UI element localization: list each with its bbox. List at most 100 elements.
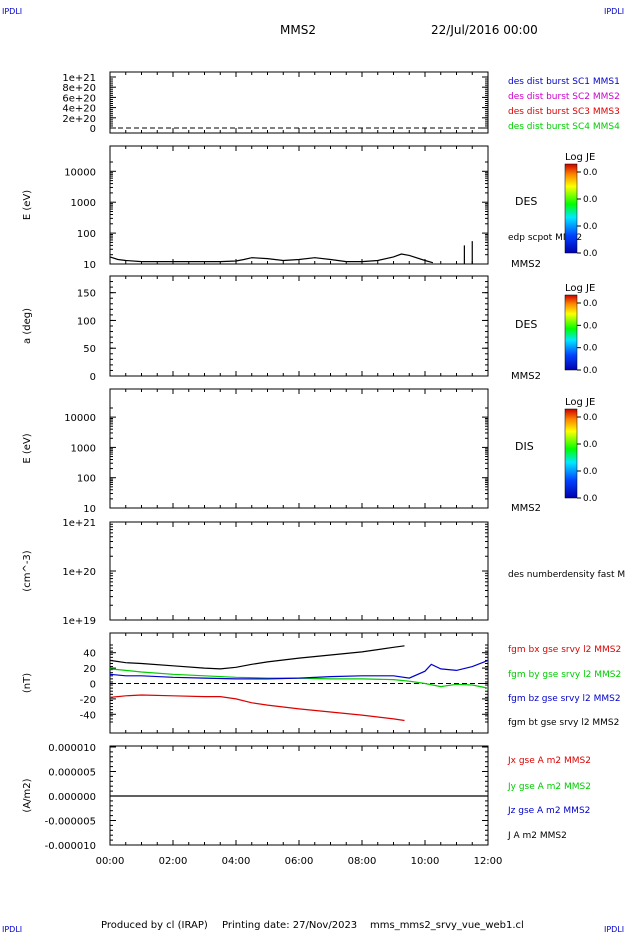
figure-datetime: 22/Jul/2016 00:00 (431, 23, 538, 37)
y-tick-label: 40 (83, 649, 96, 660)
colorbar-tick-label: 0.0 (583, 195, 598, 205)
colorbar-title: Log JE (565, 397, 595, 408)
legend-entry: J A m2 MMS2 (507, 831, 567, 841)
legend-entry: Jy gse A m2 MMS2 (507, 782, 591, 792)
spacecraft-label: MMS2 (511, 371, 541, 382)
panel-current: 0.000010 0.000005 0.000000 -0.000005 -0.0000… (22, 743, 591, 852)
instrument-label: DES (515, 318, 537, 331)
panel-fgm: 40 20 0 -20 -40 (nT) fgm bx gse srvy l2 MMS2 fg… (22, 632, 621, 734)
y-axis-label: (cm^-3) (22, 550, 33, 591)
panel-frame (109, 145, 489, 265)
y-tick-label: 1e+20 (62, 567, 96, 578)
colorbar (564, 408, 578, 499)
instrument-label: DIS (515, 440, 534, 453)
panel-frame (109, 275, 489, 377)
y-axis-label: (A/m2) (22, 778, 33, 812)
colorbar (564, 294, 578, 371)
y-tick-label: 8e+20 (62, 83, 96, 94)
legend-entry: des dist burst SC3 MMS3 (508, 107, 620, 117)
y-tick-label: 20 (83, 664, 96, 675)
instrument-label: DES (515, 195, 537, 208)
legend-entry: Jx gse A m2 MMS2 (507, 756, 591, 766)
spacecraft-label: MMS2 (511, 503, 541, 514)
y-tick-label: 6e+20 (62, 93, 96, 104)
y-tick-label: 1e+19 (62, 616, 96, 627)
x-tick-label: 00:00 (96, 856, 125, 867)
x-tick-label: 04:00 (222, 856, 251, 867)
y-tick-label: 1000 (71, 198, 96, 209)
y-tick-label: 2e+20 (62, 114, 96, 125)
figure-title: MMS2 (280, 23, 316, 37)
series-line-2 (109, 659, 489, 680)
y-tick-label: 0 (90, 372, 96, 383)
y-tick-label: 0.000005 (48, 768, 96, 779)
corner-mark-top-right: IPDLI (604, 7, 624, 16)
colorbar-tick-label: 0.0 (583, 321, 598, 331)
colorbar-tick-label: 0.0 (583, 249, 598, 259)
x-tick-label: 02:00 (159, 856, 188, 867)
colorbar-tick-label: 0.0 (583, 467, 598, 477)
colorbar-tick-label: 0.0 (583, 222, 598, 232)
panel-frame (109, 521, 489, 621)
legend-entry: fgm by gse srvy l2 MMS2 (508, 670, 621, 680)
series-line-1 (109, 668, 489, 689)
y-tick-label: 150 (77, 289, 96, 300)
legend-entry: Jz gse A m2 MMS2 (507, 806, 590, 816)
y-tick-label: 10000 (64, 413, 96, 424)
panel-dis-energy: 10000 1000 100 10 E (eV) DIS MMS2 Log JE 0.0 0.0 0… (22, 388, 598, 515)
x-tick-label: 06:00 (285, 856, 314, 867)
corner-mark-bottom-left: IPDLI (2, 925, 22, 934)
y-tick-label: -20 (80, 695, 96, 706)
y-tick-label: 4e+20 (62, 104, 96, 115)
series-line-3 (109, 645, 405, 670)
legend-entry: des dist burst SC4 MMS4 (508, 122, 620, 132)
legend-entry: des dist burst SC2 MMS2 (508, 92, 620, 102)
panel-density: 1e+21 1e+20 1e+19 (cm^-3) des numberdensity … (22, 518, 625, 627)
colorbar-tick-label: 0.0 (583, 344, 598, 354)
panel-frame (109, 388, 489, 509)
series-label: edp scpot MMS2 (508, 233, 582, 243)
y-tick-label: -0.000010 (45, 841, 96, 852)
colorbar-title: Log JE (565, 283, 595, 294)
footer-produced-by: Produced by cl (IRAP) (101, 920, 208, 931)
y-axis-label: a (deg) (22, 308, 33, 344)
y-tick-label: 100 (77, 474, 96, 485)
panel-frame (109, 71, 489, 134)
y-tick-label: 10 (83, 260, 96, 271)
series-line-0 (109, 694, 405, 722)
colorbar-tick-label: 0.0 (583, 494, 598, 504)
y-tick-label: 100 (77, 316, 96, 327)
y-tick-label: 100 (77, 229, 96, 240)
y-tick-label: 1000 (71, 443, 96, 454)
series-line-0 (109, 253, 434, 264)
y-tick-label: 0 (90, 124, 96, 135)
colorbar-title: Log JE (565, 152, 595, 163)
y-tick-label: 0.000010 (48, 743, 96, 754)
series-label: des numberdensity fast M (508, 570, 625, 580)
panel-des-energy: 10000 1000 100 10 E (eV) edp scpot MMS2 DES MMS… (22, 145, 598, 271)
y-tick-label: 1e+21 (62, 518, 96, 529)
y-tick-label: 0 (90, 680, 96, 691)
colorbar-tick-label: 0.0 (583, 440, 598, 450)
legend-entry: des dist burst SC1 MMS1 (508, 77, 620, 87)
y-tick-label: 10000 (64, 167, 96, 178)
corner-mark-top-left: IPDLI (2, 7, 22, 16)
legend-entry: fgm bx gse srvy l2 MMS2 (508, 645, 621, 655)
colorbar-tick-label: 0.0 (583, 299, 598, 309)
legend-entry: fgm bt gse srvy l2 MMS2 (508, 718, 619, 728)
x-tick-label: 10:00 (411, 856, 440, 867)
y-axis-label: E (eV) (22, 190, 33, 220)
x-tick-label: 08:00 (348, 856, 377, 867)
y-tick-label: 0.000000 (48, 792, 96, 803)
y-tick-label: 10 (83, 504, 96, 515)
legend-entry: fgm bz gse srvy l2 MMS2 (508, 694, 621, 704)
footer-printing-date: Printing date: 27/Nov/2023 (222, 920, 357, 931)
colorbar-tick-label: 0.0 (583, 366, 598, 376)
y-tick-label: 1e+21 (62, 73, 96, 84)
x-axis-labels: 00:00 02:00 04:00 06:00 08:00 10:00 12:00 (96, 856, 503, 867)
panel-des-pitch: 150 100 50 0 a (deg) DES MMS2 Log JE 0.0 0.0 0.0 0.… (22, 275, 598, 383)
y-tick-label: -40 (80, 710, 96, 721)
y-axis-label: (nT) (22, 673, 33, 693)
